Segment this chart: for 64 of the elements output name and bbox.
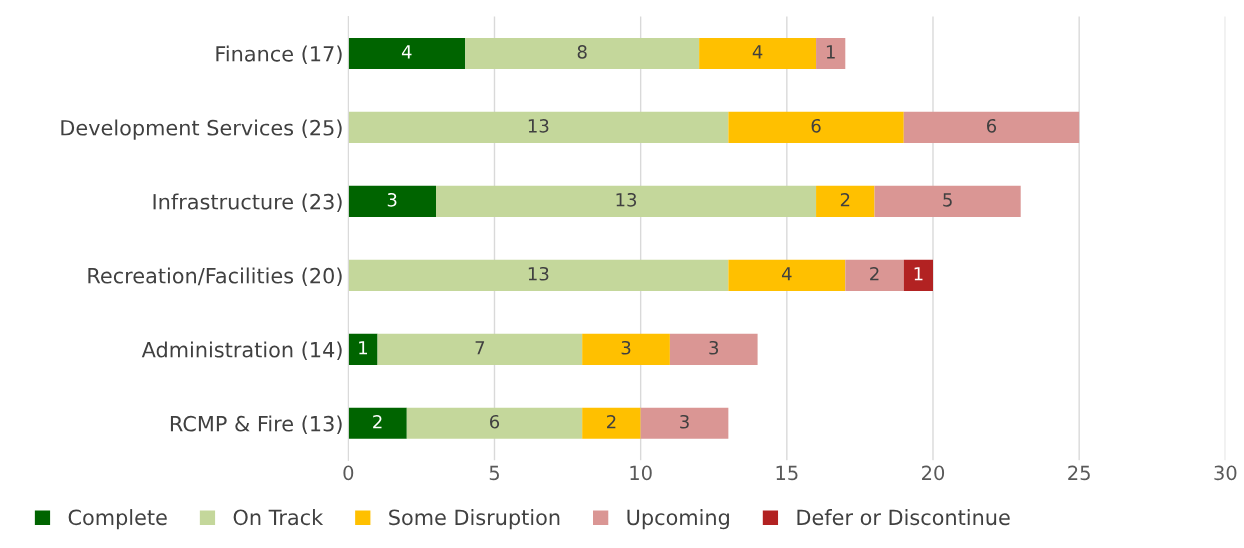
x-tick-label: 20 <box>922 465 945 481</box>
bar <box>348 111 729 143</box>
bar <box>348 407 407 439</box>
x-tick-label: 25 <box>1068 465 1090 481</box>
bar <box>903 259 933 291</box>
x-tick-label: 15 <box>776 465 798 481</box>
x-tick-label: 0 <box>343 465 354 481</box>
data-label: 6 <box>811 118 821 133</box>
data-label: 3 <box>387 192 397 207</box>
bar <box>348 333 378 365</box>
bar <box>728 259 846 291</box>
data-label: 3 <box>709 340 719 355</box>
bar <box>816 37 846 69</box>
data-label: 2 <box>870 266 879 281</box>
legend-label: Complete <box>68 509 167 530</box>
y-tick-label: Administration (14) <box>141 341 342 361</box>
bar <box>903 111 1080 143</box>
bar <box>845 259 904 291</box>
data-label: 4 <box>752 45 763 59</box>
data-label: 1 <box>826 45 835 59</box>
data-label: 2 <box>607 414 616 429</box>
data-label: 8 <box>577 45 587 59</box>
data-label: 2 <box>373 414 382 429</box>
legend-label: Some Disruption <box>389 509 560 530</box>
bar <box>699 37 817 69</box>
bar <box>436 185 817 217</box>
data-label: 13 <box>616 192 637 207</box>
bar <box>874 185 1021 217</box>
data-label: 7 <box>475 341 485 355</box>
legend-label: Defer or Discontinue <box>797 509 1010 526</box>
bar <box>348 185 437 217</box>
bar <box>582 333 670 365</box>
y-tick-label: Recreation/Facilities (20) <box>88 267 342 287</box>
y-tick-label: RCMP & Fire (13) <box>170 415 342 434</box>
y-tick-label: Finance (17) <box>216 45 342 65</box>
data-label: 13 <box>528 118 549 133</box>
x-tick-label: 30 <box>1214 465 1237 481</box>
data-label: 1 <box>359 341 368 355</box>
data-label: 2 <box>840 192 850 207</box>
y-tick-label: Development Services (25) <box>61 119 342 140</box>
data-label: 3 <box>621 340 631 355</box>
y-tick-label: Infrastructure (23) <box>153 193 342 213</box>
bar <box>348 37 466 69</box>
bar <box>406 407 583 439</box>
bar <box>728 111 904 143</box>
data-label: 3 <box>680 414 689 429</box>
bar <box>465 37 700 69</box>
bar <box>582 407 641 439</box>
data-label: 6 <box>986 118 997 133</box>
bar <box>816 185 875 217</box>
data-label: 5 <box>943 193 952 207</box>
data-label: 13 <box>528 266 549 281</box>
data-label: 4 <box>781 267 792 281</box>
data-label: 4 <box>401 45 412 59</box>
legend-label: Upcoming <box>627 509 729 530</box>
bar <box>640 407 729 439</box>
x-tick-label: 5 <box>489 465 499 481</box>
data-label: 6 <box>490 414 500 429</box>
x-tick-label: 10 <box>630 465 652 481</box>
bar <box>669 333 758 365</box>
legend-label: On Track <box>233 509 324 526</box>
data-label: 1 <box>914 267 923 281</box>
bar <box>348 259 729 291</box>
bar <box>377 333 583 365</box>
